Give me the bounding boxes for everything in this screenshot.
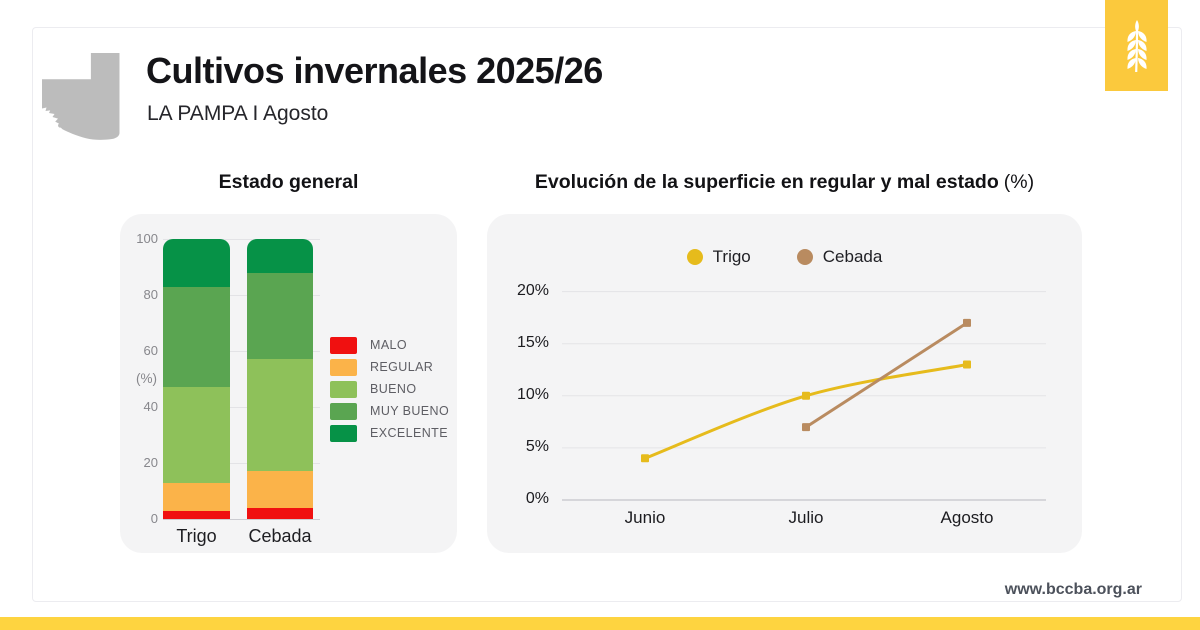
gridline bbox=[163, 463, 320, 464]
legend-label: Trigo bbox=[712, 247, 751, 266]
wheat-stem bbox=[1134, 30, 1138, 72]
la-pampa-map-silhouette bbox=[42, 53, 120, 140]
legend-swatch bbox=[330, 402, 357, 420]
bar-segment-muy-bueno bbox=[247, 272, 313, 360]
bar-segment-bueno bbox=[247, 359, 313, 472]
bar-segment-excelente bbox=[247, 239, 313, 273]
series-line-cebada bbox=[804, 321, 969, 429]
wheat-leaf bbox=[1126, 48, 1136, 60]
line-chart-title: Evolución de la superficie en regular y … bbox=[487, 171, 1082, 194]
x-axis-category-label: Trigo bbox=[176, 526, 217, 546]
legend-item-bueno: BUENO bbox=[330, 378, 449, 400]
line-chart-panel: Trigo Cebada 0% 5% 10% 15% 20% Junio Julio Agosto bbox=[487, 214, 1082, 553]
page-title: Cultivos invernales 2025/26 bbox=[146, 50, 603, 91]
legend-label: MUY BUENO bbox=[370, 404, 450, 418]
line-chart-title-main: Evolución de la superficie en regular y … bbox=[534, 171, 999, 193]
y-axis-tick-label: 20% bbox=[516, 281, 549, 299]
x-axis-label: Agosto bbox=[940, 508, 994, 527]
bar-segment-malo bbox=[163, 510, 230, 519]
y-axis-tick-label: 5% bbox=[525, 437, 549, 455]
wheat-tip bbox=[1134, 19, 1139, 33]
legend-swatch bbox=[330, 424, 357, 442]
bar-segment-malo bbox=[247, 507, 313, 519]
legend-dot bbox=[686, 249, 703, 265]
website-label: www.bccba.org.ar bbox=[998, 581, 1148, 599]
legend-item-muy-bueno: MUY BUENO bbox=[330, 400, 449, 422]
legend-label: EXCELENTE bbox=[370, 426, 448, 440]
page-subtitle: LA PAMPA I Agosto bbox=[147, 102, 329, 125]
gridline bbox=[163, 407, 320, 408]
legend-item-cebada: Cebada bbox=[796, 247, 883, 267]
bar-segment-bueno bbox=[163, 387, 230, 483]
wheat-leaf bbox=[1137, 48, 1147, 60]
y-axis-tick-label: 0 bbox=[150, 511, 158, 526]
map-shape bbox=[42, 53, 120, 140]
wheat-leaf bbox=[1126, 39, 1136, 51]
y-axis-tick-label: 60 bbox=[143, 343, 158, 358]
wheat-leaf bbox=[1137, 30, 1147, 42]
wheat-leaf bbox=[1137, 57, 1147, 69]
legend-item-malo: MALO bbox=[330, 334, 449, 356]
wheat-leaf bbox=[1126, 30, 1136, 42]
y-axis-tick-label: 15% bbox=[516, 333, 549, 351]
y-axis-tick-label: 40 bbox=[143, 399, 158, 414]
y-axis-tick-label: 0% bbox=[525, 490, 549, 507]
y-axis-tick-label: 80 bbox=[143, 287, 158, 302]
bar-chart-panel: 0 20 40 60 80 100 (%) Trigo Cebada MALO REGULAR BUE… bbox=[120, 214, 457, 553]
y-axis-tick-label: 100 bbox=[136, 231, 158, 246]
data-point-cebada bbox=[963, 318, 971, 327]
bar-segment-muy-bueno bbox=[163, 286, 230, 388]
line-plot bbox=[562, 291, 1046, 501]
wheat-leaf bbox=[1137, 39, 1147, 51]
brand-block bbox=[1105, 0, 1168, 91]
legend-label: Cebada bbox=[822, 247, 883, 266]
gridline bbox=[163, 295, 320, 296]
bar-segment-regular bbox=[163, 482, 230, 511]
legend-label: MALO bbox=[370, 338, 408, 352]
legend-swatch bbox=[330, 336, 357, 354]
series-line-trigo bbox=[643, 363, 969, 460]
gridline bbox=[163, 351, 320, 352]
data-point-cebada bbox=[802, 423, 810, 432]
bar-chart-legend: MALO REGULAR BUENO MUY BUENO EXCELENTE bbox=[330, 334, 449, 444]
x-axis-label: Junio bbox=[624, 508, 666, 527]
footer-accent-bar bbox=[0, 617, 1200, 630]
legend-item-trigo: Trigo bbox=[686, 247, 751, 267]
bar-chart-title: Estado general bbox=[218, 171, 359, 193]
wheat-spike-icon bbox=[1126, 19, 1147, 72]
legend-swatch bbox=[330, 380, 357, 398]
y-axis-tick-label: 20 bbox=[143, 455, 158, 470]
gridline bbox=[163, 519, 320, 520]
legend-item-excelente: EXCELENTE bbox=[330, 422, 449, 444]
line-chart-title-suffix: (%) bbox=[1003, 171, 1035, 193]
data-point-trigo bbox=[963, 360, 971, 369]
x-axis-label: Julio bbox=[788, 508, 824, 527]
line-chart-legend: Trigo Cebada bbox=[487, 247, 1082, 267]
legend-label: REGULAR bbox=[370, 360, 434, 374]
legend-label: BUENO bbox=[370, 382, 417, 396]
wheat-leaf bbox=[1126, 57, 1136, 69]
bar-segment-excelente bbox=[163, 239, 230, 287]
gridline bbox=[163, 239, 320, 240]
legend-swatch bbox=[330, 358, 357, 376]
stacked-bar-cebada bbox=[247, 239, 313, 519]
legend-dot bbox=[796, 249, 813, 265]
y-axis-tick-label: 10% bbox=[516, 385, 549, 403]
data-point-trigo bbox=[802, 391, 810, 400]
legend-item-regular: REGULAR bbox=[330, 356, 449, 378]
x-axis-category-label: Cebada bbox=[248, 526, 312, 546]
data-point-trigo bbox=[641, 454, 649, 463]
bar-segment-regular bbox=[247, 471, 313, 508]
stacked-bar-trigo bbox=[163, 239, 230, 519]
y-axis-unit-label: (%) bbox=[136, 371, 157, 386]
